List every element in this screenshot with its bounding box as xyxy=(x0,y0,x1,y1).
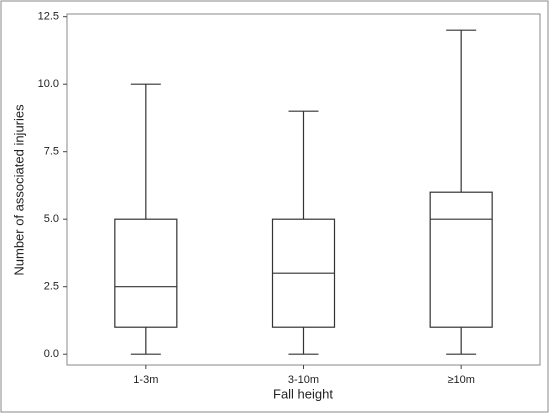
box xyxy=(114,218,178,328)
y-tick-label: 7.5 xyxy=(44,146,59,158)
y-tick-label: 10.0 xyxy=(38,78,59,90)
y-tick-label: 5.0 xyxy=(44,213,59,225)
box xyxy=(429,191,493,328)
x-tick-label: 1-3m xyxy=(133,374,158,386)
y-axis-title: Number of associated injuries xyxy=(11,104,26,276)
x-axis-title: Fall height xyxy=(273,386,333,401)
x-tick-label: ≥10m xyxy=(447,374,474,386)
y-tick-label: 0.0 xyxy=(44,348,59,360)
x-tick-label: 3-10m xyxy=(288,374,319,386)
y-tick-label: 12.5 xyxy=(38,11,59,23)
y-tick-label: 2.5 xyxy=(44,281,59,293)
